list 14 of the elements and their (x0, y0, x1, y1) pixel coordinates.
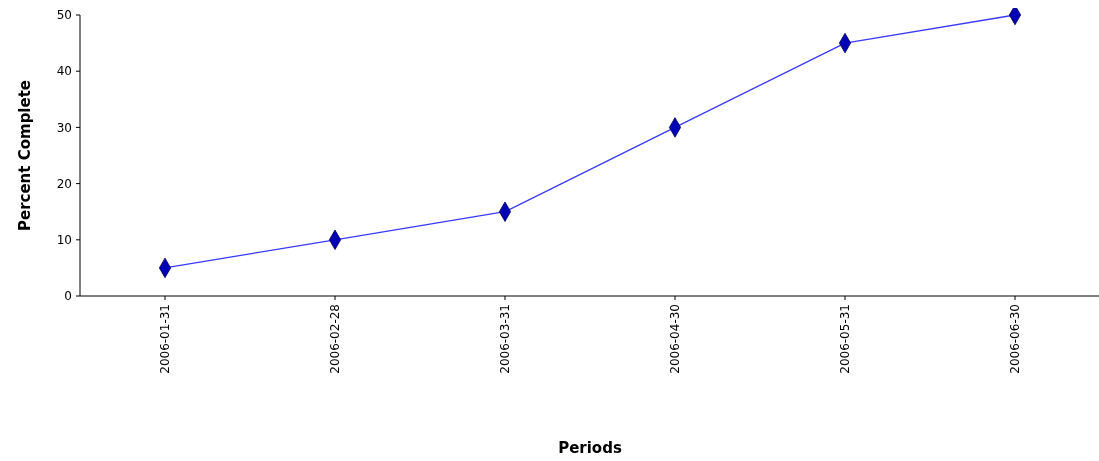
x-tick-label: 2006-04-30 (668, 304, 682, 374)
y-tick-label: 0 (64, 289, 72, 304)
x-tick-label: 2006-03-31 (498, 304, 512, 374)
y-tick-label: 20 (56, 176, 72, 191)
x-tick-label: 2006-06-30 (1008, 304, 1022, 374)
x-axis-title: Periods (558, 439, 622, 457)
y-tick-label: 40 (56, 64, 72, 79)
x-tick-label: 2006-02-28 (328, 304, 342, 374)
y-tick-label: 50 (56, 8, 72, 23)
x-tick-label: 2006-01-31 (158, 304, 172, 374)
x-tick-label: 2006-05-31 (838, 304, 852, 374)
y-tick-label: 10 (56, 233, 72, 247)
y-axis-title: Percent Complete (16, 79, 34, 232)
y-tick-label: 30 (56, 120, 72, 135)
